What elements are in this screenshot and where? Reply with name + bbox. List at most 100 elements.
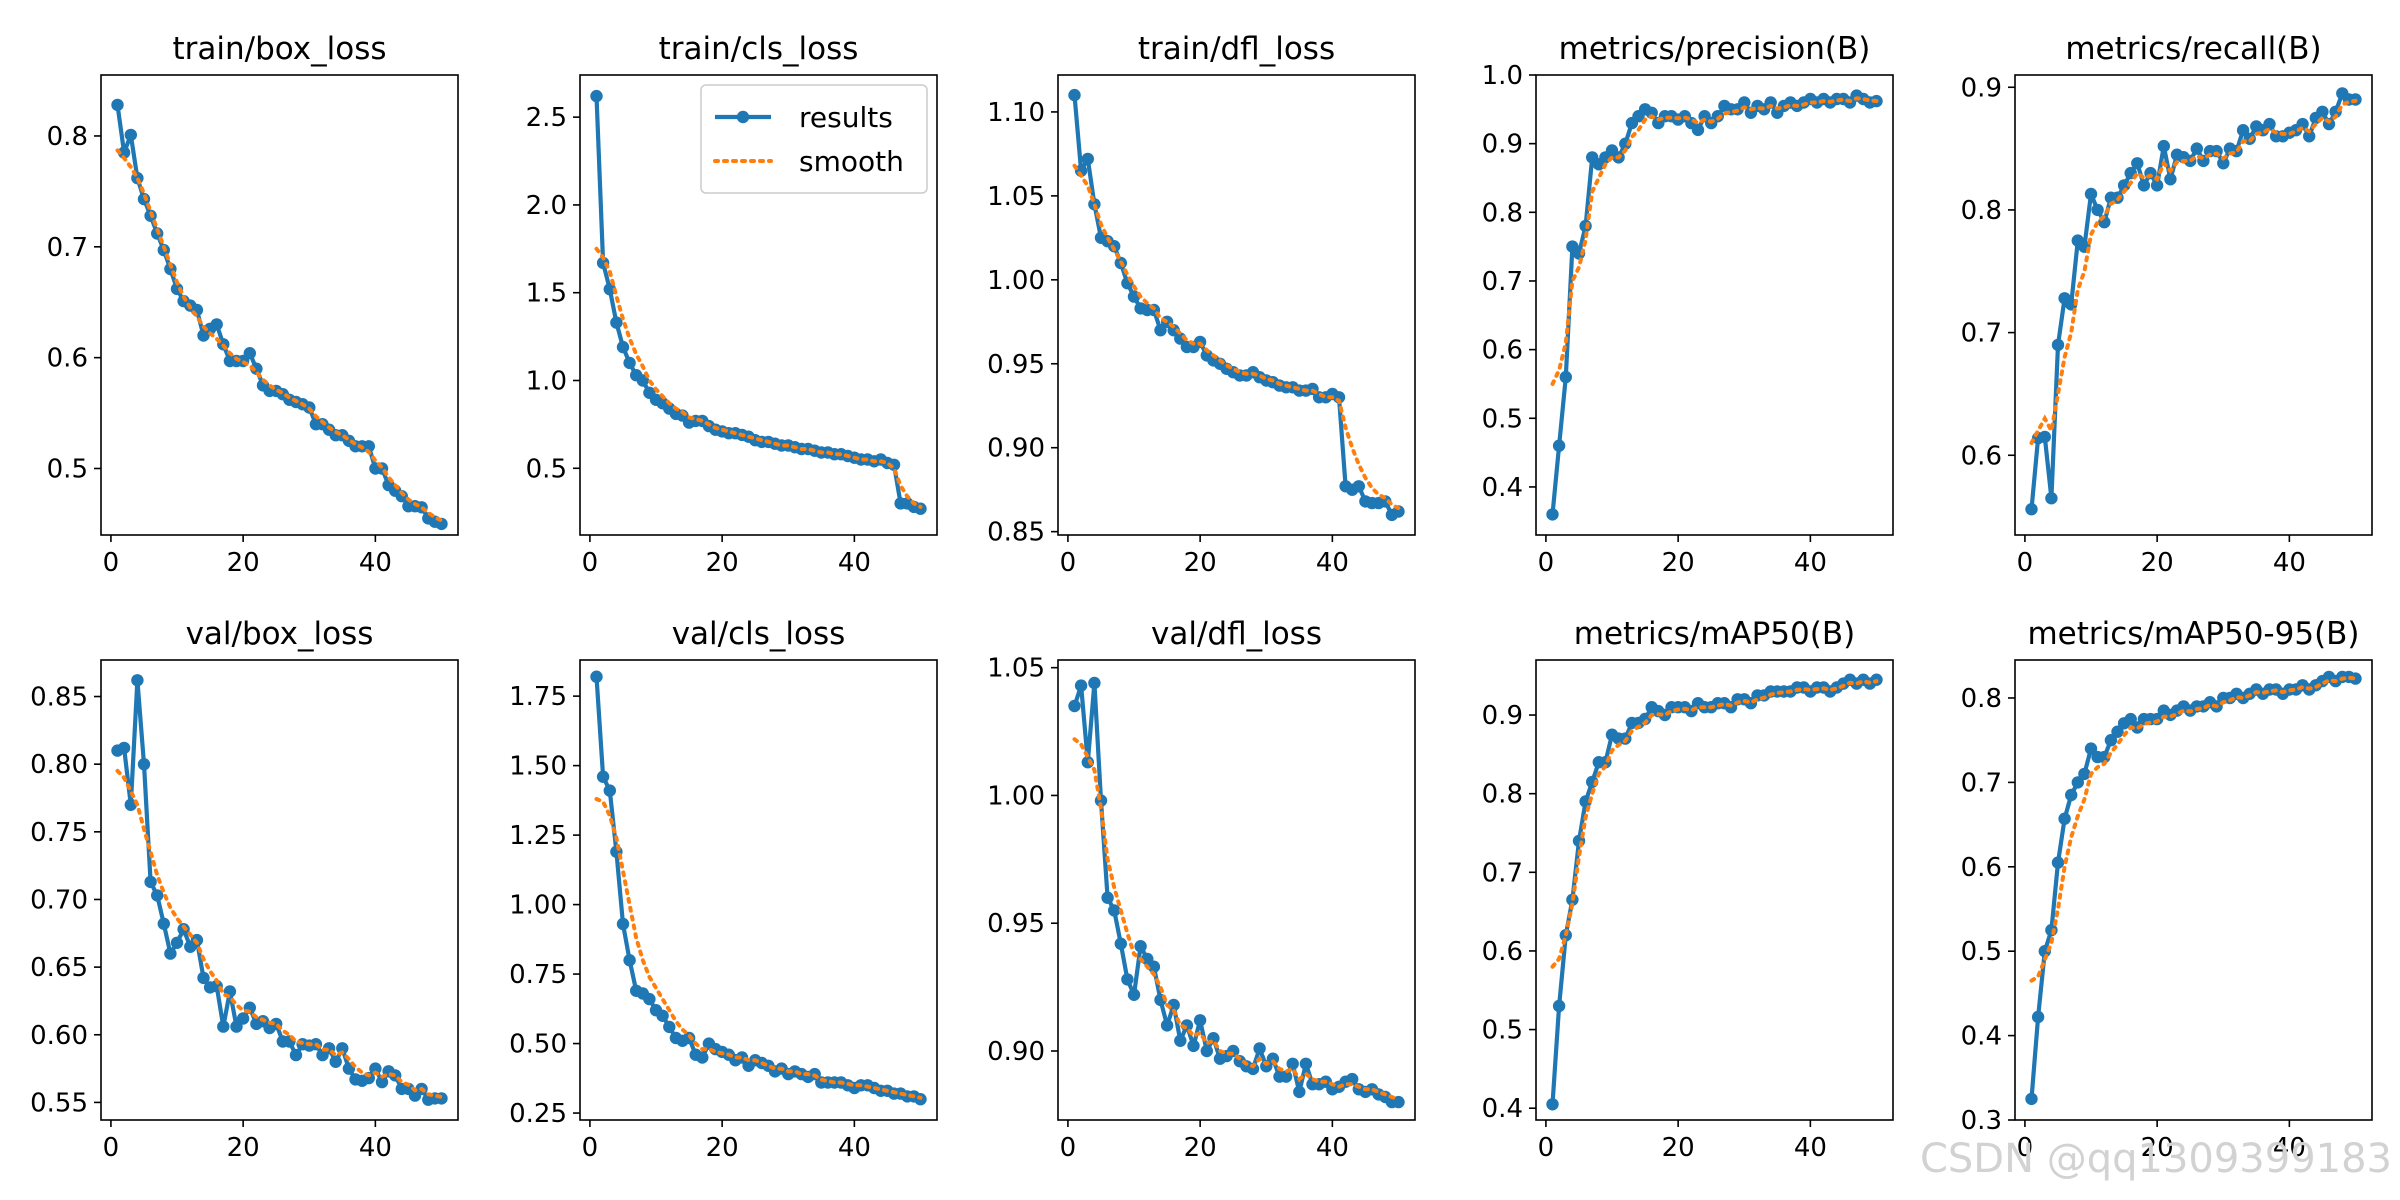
chart-metrics-map50-95-b-point (2104, 734, 2118, 747)
chart-metrics-map50-95-b-plot-area (2025, 670, 2362, 1106)
chart-val-cls-loss-point (603, 784, 616, 797)
chart-metrics-recall-b-point (2236, 124, 2250, 137)
chart-metrics-recall-b: metrics/recall(B) 0.6 0.7 0.8 0.9 0 20 40 (1961, 31, 2373, 578)
chart-metrics-precision-b-frame (1535, 74, 1894, 536)
chart-val-dfl-loss-point (1174, 1034, 1187, 1048)
chart-train-box-loss-xtick-label: 40 (359, 548, 392, 578)
legend-results-marker (736, 110, 750, 124)
chart-metrics-map50-95-b-point (2071, 776, 2084, 789)
chart-metrics-precision-b-ytick-label: 0.9 (1482, 130, 1523, 160)
chart-val-box-loss-point (289, 1048, 303, 1062)
chart-val-dfl-loss-point (1088, 676, 1101, 690)
chart-metrics-precision-b-point (1738, 96, 1751, 109)
chart-metrics-map50-95-b-ytick-label: 0.5 (1961, 937, 2002, 967)
chart-metrics-precision-b-point (1552, 439, 1566, 452)
chart-val-dfl-loss-point (1134, 940, 1147, 953)
chart-val-cls-loss-ytick-label: 1.75 (509, 682, 567, 712)
chart-train-box-loss-ytick-label: 0.6 (47, 344, 88, 374)
chart-val-dfl-loss-point (1114, 937, 1128, 950)
chart-val-box-loss-point (236, 1012, 250, 1025)
chart-metrics-precision-b-ytick-label: 0.7 (1482, 267, 1523, 297)
chart-metrics-precision-b-series-smooth (1550, 96, 1879, 386)
chart-metrics-precision-b: metrics/precision(B) 0.4 0.5 0.6 0.7 0.8 0.9 1.… (1482, 31, 1894, 578)
chart-metrics-recall-b-point (2091, 203, 2104, 217)
chart-metrics-map50-95-b-point (2051, 856, 2065, 869)
chart-metrics-map50-b: metrics/mAP50(B) 0.4 0.5 0.6 0.7 0.8 0.9 0 20 40 (1482, 616, 1894, 1163)
chart-metrics-recall-b-point (2316, 105, 2329, 119)
chart-val-cls-loss-xtick-label: 0 (582, 1133, 599, 1163)
chart-val-cls-loss-ytick-label: 1.50 (509, 752, 567, 782)
chart-metrics-recall-b-point (2137, 179, 2151, 192)
chart-metrics-recall-b-point (2157, 139, 2170, 153)
chart-metrics-precision-b-ytick-label: 0.5 (1482, 404, 1523, 434)
chart-metrics-map50-95-b-xtick-label: 0 (2017, 1133, 2034, 1163)
chart-metrics-precision-b-ytick-label: 1.0 (1482, 61, 1523, 91)
chart-metrics-map50-b-plot-area (1546, 673, 1883, 1111)
chart-metrics-map50-95-b-ytick-label: 0.8 (1961, 684, 2002, 714)
chart-train-cls-loss-plot-area (590, 89, 927, 515)
chart-train-box-loss-point (117, 146, 131, 159)
chart-metrics-map50-b-series-smooth (1550, 679, 1879, 969)
chart-metrics-map50-95-b-point (2031, 1010, 2045, 1024)
chart-val-dfl-loss-series-results (1072, 680, 1399, 1105)
chart-val-box-loss-point (375, 1075, 389, 1089)
chart-val-box-loss-series-smooth (115, 768, 444, 1099)
chart-val-box-loss-point (170, 936, 184, 949)
chart-metrics-recall-b-frame (2014, 74, 2373, 536)
chart-val-box-loss-ytick-label: 0.65 (30, 953, 88, 983)
chart-metrics-map50-b-ytick-label: 0.5 (1482, 1016, 1523, 1046)
chart-val-dfl-loss-point (1074, 679, 1088, 692)
chart-train-box-loss-frame (100, 74, 459, 536)
chart-val-box-loss-point (117, 741, 131, 755)
chart-metrics-recall-b-point (2303, 130, 2316, 143)
chart-val-dfl-loss-point (1286, 1057, 1299, 1071)
chart-metrics-map50-95-b-point (2084, 742, 2098, 755)
chart-metrics-precision-b-point (1546, 508, 1559, 521)
chart-metrics-recall-b-point (2051, 338, 2065, 352)
chart-train-dfl-loss-frame (1057, 74, 1416, 536)
chart-val-box-loss-ytick-label: 0.70 (30, 885, 88, 915)
chart-val-box-loss-xtick-label: 20 (227, 1133, 260, 1163)
chart-val-dfl-loss-point (1193, 1014, 1207, 1027)
chart-train-dfl-loss-series-results (1072, 94, 1400, 517)
chart-metrics-map50-b-point (1579, 795, 1592, 808)
chart-val-cls-loss-point (643, 992, 656, 1006)
chart-train-cls-loss-point (603, 283, 616, 296)
chart-metrics-precision-b-xtick-label: 0 (1538, 548, 1555, 578)
chart-metrics-map50-b-title: metrics/mAP50(B) (1574, 616, 1855, 652)
chart-metrics-recall-b-plot-area (2025, 87, 2362, 516)
chart-metrics-map50-b-series-results (1550, 677, 1878, 1105)
chart-val-box-loss-point (131, 674, 144, 687)
chart-metrics-recall-b-point (2038, 430, 2051, 444)
chart-val-box-loss-ytick-label: 0.85 (30, 683, 88, 713)
legend-results-label: results (799, 101, 893, 134)
chart-val-box-loss-point (329, 1055, 342, 1069)
chart-train-dfl-loss-point (1154, 324, 1167, 337)
chart-train-box-loss-xtick-label: 0 (103, 548, 120, 578)
chart-metrics-recall-b-ytick-label: 0.7 (1961, 319, 2002, 349)
chart-metrics-map50-95-b-title: metrics/mAP50-95(B) (2027, 616, 2359, 652)
chart-metrics-recall-b-point (2025, 503, 2038, 516)
chart-train-box-loss-series-smooth (115, 148, 444, 523)
chart-metrics-recall-b-point (2164, 173, 2177, 186)
chart-val-dfl-loss-point (1200, 1044, 1214, 1058)
chart-metrics-map50-95-b-point (2098, 750, 2111, 764)
chart-val-dfl-loss-xtick-label: 0 (1060, 1133, 1077, 1163)
chart-train-dfl-loss-ytick-label: 0.85 (987, 518, 1045, 548)
chart-metrics-map50-95-b-point (2124, 712, 2137, 726)
chart-train-box-loss-title: train/box_loss (172, 31, 386, 67)
chart-metrics-precision-b-ytick-label: 0.6 (1482, 336, 1523, 366)
chart-train-cls-loss: train/cls_loss 0.5 1.0 1.5 2.0 2.5 0 20 40 result… (526, 31, 938, 578)
chart-val-cls-loss-point (590, 670, 603, 683)
chart-train-box-loss-point (124, 128, 137, 142)
chart-train-cls-loss-xtick-label: 0 (582, 548, 599, 578)
chart-metrics-map50-95-b-point (2349, 672, 2362, 685)
chart-val-dfl-loss-point (1160, 1019, 1174, 1032)
chart-metrics-map50-b-xtick-label: 20 (1662, 1133, 1695, 1163)
chart-train-box-loss-point (250, 362, 263, 375)
chart-train-dfl-loss-ytick-label: 0.95 (987, 350, 1045, 380)
chart-train-dfl-loss-point (1352, 480, 1366, 493)
chart-metrics-map50-95-b: metrics/mAP50-95(B) 0.3 0.4 0.5 0.6 0.7 0.8 0 20… (1961, 616, 2373, 1163)
chart-val-box-loss-point (369, 1062, 382, 1075)
chart-val-dfl-loss-point (1121, 973, 1134, 986)
